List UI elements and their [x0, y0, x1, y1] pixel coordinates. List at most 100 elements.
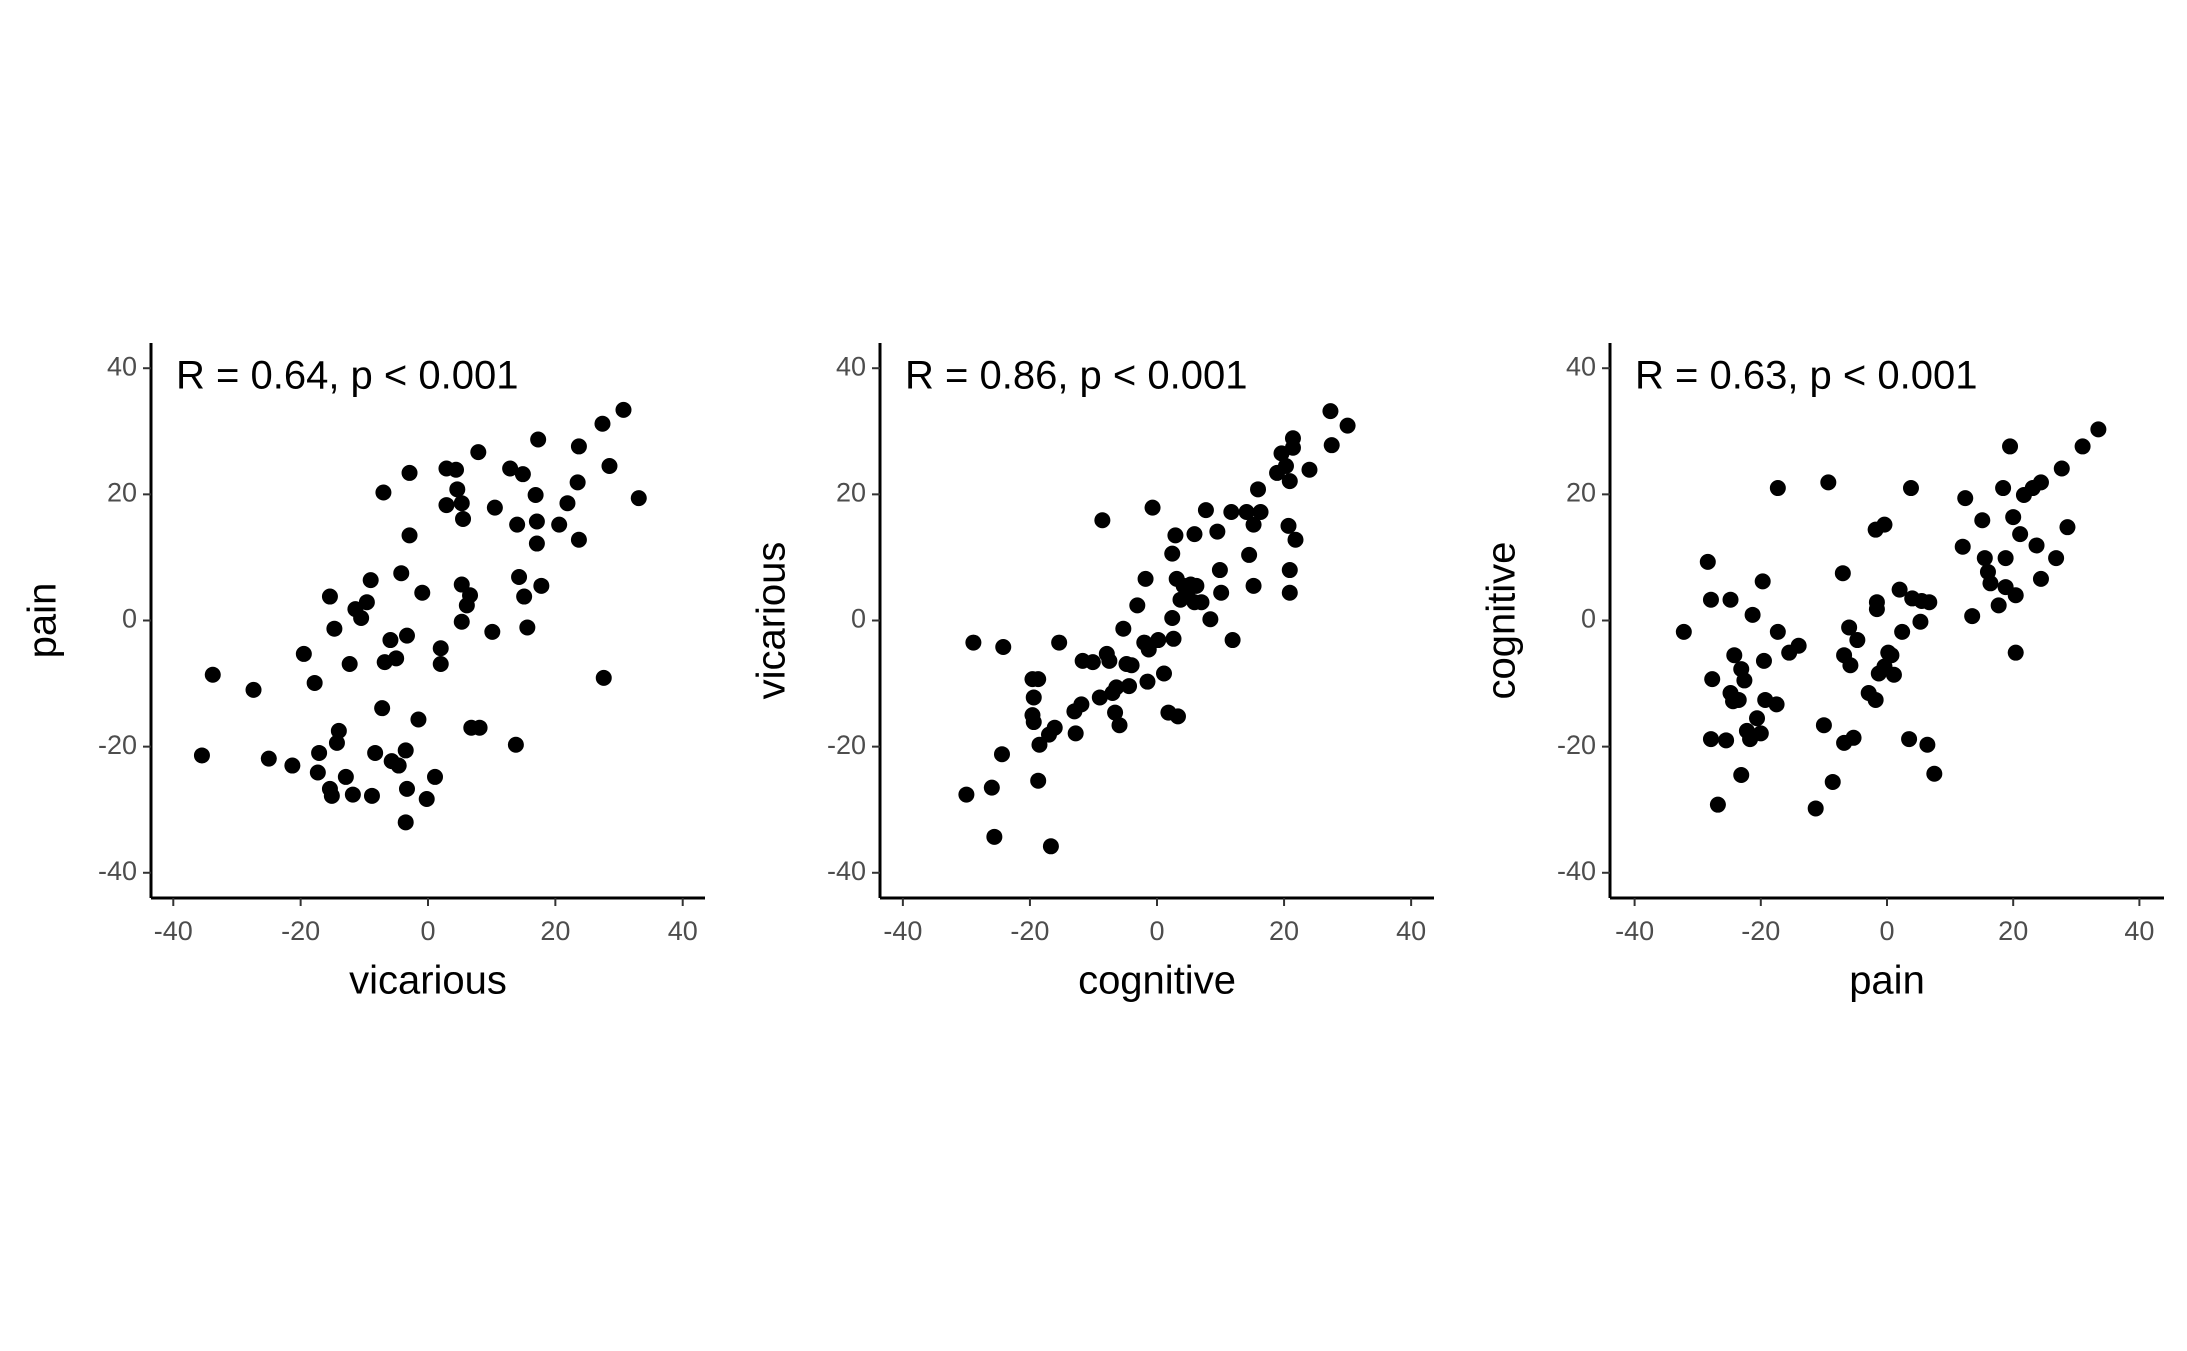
point	[1733, 767, 1750, 784]
point	[2005, 509, 2022, 526]
point	[1957, 490, 1974, 507]
point	[401, 527, 418, 544]
point	[1115, 620, 1132, 637]
point	[311, 744, 328, 761]
point	[559, 495, 576, 512]
point	[1926, 765, 1943, 782]
point	[993, 746, 1010, 763]
point	[570, 531, 587, 548]
point	[1202, 611, 1219, 628]
point	[1188, 577, 1205, 594]
point	[2012, 526, 2029, 543]
point	[455, 510, 472, 527]
point	[1891, 581, 1908, 598]
point	[471, 719, 488, 736]
point	[1281, 473, 1298, 490]
point	[438, 497, 455, 514]
y-tick-label: 20	[107, 477, 137, 507]
point	[1301, 461, 1318, 478]
point	[570, 438, 587, 455]
x-tick-label: 20	[1998, 916, 2028, 946]
point	[1675, 623, 1692, 640]
y-tick-label: -40	[98, 856, 137, 886]
point	[1912, 613, 1929, 630]
annotation: R = 0.63, p < 0.001	[1635, 354, 1977, 398]
point	[397, 814, 414, 831]
point	[337, 768, 354, 785]
x-tick-label: -40	[1615, 916, 1654, 946]
point	[569, 474, 586, 491]
point	[1754, 573, 1771, 590]
point	[414, 584, 431, 601]
point	[1250, 481, 1267, 498]
point	[2090, 421, 2107, 438]
point	[1107, 704, 1124, 721]
point	[1921, 594, 1938, 611]
point	[1841, 619, 1858, 636]
point	[1815, 717, 1832, 734]
point	[462, 587, 479, 604]
point	[1155, 665, 1172, 682]
point	[1025, 689, 1042, 706]
x-tick-label: 0	[1879, 916, 1894, 946]
point	[1031, 736, 1048, 753]
point	[1323, 437, 1340, 454]
point	[1824, 773, 1841, 790]
point	[1094, 512, 1111, 529]
point	[418, 790, 435, 807]
point	[1997, 550, 2014, 567]
point	[1101, 652, 1118, 669]
point	[1990, 597, 2007, 614]
point	[2032, 570, 2049, 587]
point	[1121, 678, 1138, 695]
point	[321, 588, 338, 605]
point	[1164, 609, 1181, 626]
y-tick-label: 40	[836, 351, 866, 381]
point	[1982, 575, 1999, 592]
point	[453, 495, 470, 512]
y-tick-label: -40	[1557, 856, 1596, 886]
point	[1894, 623, 1911, 640]
point	[1995, 480, 2012, 497]
y-tick-label: -20	[1557, 730, 1596, 760]
point	[1046, 719, 1063, 736]
point	[449, 481, 466, 498]
y-tick-label: 0	[1581, 604, 1596, 634]
point	[1744, 606, 1761, 623]
x-tick-label: 40	[668, 916, 698, 946]
point	[514, 466, 531, 483]
annotation: R = 0.86, p < 0.001	[905, 354, 1247, 398]
point	[1883, 647, 1900, 664]
point	[1245, 577, 1262, 594]
point	[1209, 523, 1226, 540]
point	[382, 632, 399, 649]
point	[374, 700, 391, 717]
x-tick-label: -40	[883, 916, 922, 946]
point	[1702, 731, 1719, 748]
point	[1193, 594, 1210, 611]
point	[1139, 673, 1156, 690]
y-tick-label: 20	[836, 477, 866, 507]
point	[470, 444, 487, 461]
point	[1974, 512, 1991, 529]
x-tick-label: 40	[1396, 916, 1426, 946]
point	[1901, 731, 1918, 748]
point	[1165, 630, 1182, 647]
point	[1868, 601, 1885, 618]
point	[1964, 608, 1981, 625]
y-tick-label: 0	[851, 604, 866, 634]
x-tick-label: -20	[1010, 916, 1049, 946]
point	[1167, 527, 1184, 544]
point	[193, 747, 210, 764]
point	[2007, 644, 2024, 661]
point	[509, 516, 526, 533]
point	[295, 645, 312, 662]
point	[326, 620, 343, 637]
point	[1252, 504, 1269, 521]
point	[375, 484, 392, 501]
point	[1067, 725, 1084, 742]
point	[1807, 800, 1824, 817]
point	[1144, 499, 1161, 516]
point	[965, 634, 982, 651]
point	[1749, 710, 1766, 727]
